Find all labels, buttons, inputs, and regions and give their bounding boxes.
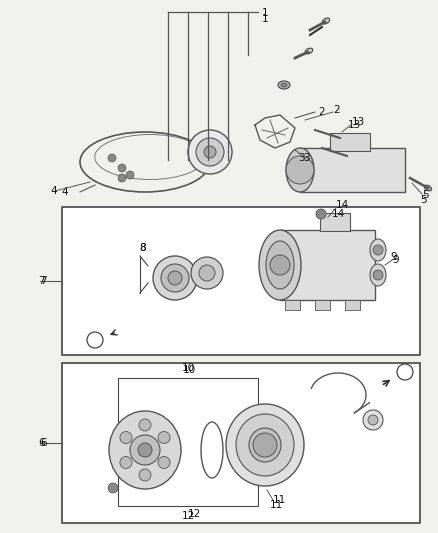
- Ellipse shape: [259, 230, 301, 300]
- Text: 12: 12: [188, 509, 201, 519]
- Circle shape: [126, 171, 134, 179]
- Circle shape: [108, 483, 118, 493]
- Circle shape: [161, 264, 189, 292]
- Ellipse shape: [305, 48, 313, 54]
- Circle shape: [286, 156, 314, 184]
- Ellipse shape: [249, 428, 281, 462]
- Circle shape: [363, 410, 383, 430]
- Bar: [300, 148, 405, 192]
- Circle shape: [108, 154, 116, 162]
- Circle shape: [139, 469, 151, 481]
- Ellipse shape: [424, 185, 432, 191]
- Bar: [315, 300, 330, 310]
- Ellipse shape: [370, 239, 386, 261]
- Text: 11: 11: [273, 495, 286, 505]
- Text: 8: 8: [139, 243, 145, 253]
- Bar: [345, 300, 360, 310]
- Ellipse shape: [236, 414, 294, 476]
- Text: 4: 4: [61, 187, 68, 197]
- Circle shape: [139, 419, 151, 431]
- Ellipse shape: [281, 83, 287, 87]
- Circle shape: [368, 415, 378, 425]
- Ellipse shape: [286, 148, 314, 192]
- Ellipse shape: [278, 81, 290, 89]
- Text: 1: 1: [262, 14, 268, 24]
- Circle shape: [158, 432, 170, 443]
- Text: 1: 1: [262, 8, 268, 18]
- Text: 7: 7: [39, 276, 45, 286]
- Text: 11: 11: [270, 500, 283, 510]
- Text: 10: 10: [183, 365, 196, 375]
- Ellipse shape: [343, 155, 353, 160]
- Circle shape: [118, 174, 126, 182]
- Text: 6: 6: [40, 438, 46, 448]
- Ellipse shape: [370, 264, 386, 286]
- Text: 3: 3: [298, 153, 304, 163]
- Circle shape: [158, 456, 170, 469]
- Text: 4: 4: [50, 186, 57, 196]
- Text: 13: 13: [352, 117, 365, 127]
- Circle shape: [138, 443, 152, 457]
- Text: 12: 12: [181, 511, 194, 521]
- Circle shape: [196, 138, 224, 166]
- Text: 2: 2: [318, 107, 325, 117]
- Bar: [62, 207, 420, 355]
- Text: 5: 5: [420, 195, 427, 205]
- Text: 14: 14: [336, 200, 349, 210]
- Circle shape: [168, 271, 182, 285]
- Bar: [330, 133, 370, 151]
- Text: 14: 14: [332, 209, 345, 219]
- Text: 10: 10: [181, 363, 194, 373]
- Text: 13: 13: [348, 120, 361, 130]
- Text: 9: 9: [392, 255, 399, 265]
- Circle shape: [373, 245, 383, 255]
- Circle shape: [253, 433, 277, 457]
- Bar: [285, 300, 300, 310]
- Circle shape: [130, 435, 160, 465]
- Ellipse shape: [337, 136, 346, 142]
- Text: 8: 8: [140, 243, 146, 253]
- Circle shape: [153, 256, 197, 300]
- Ellipse shape: [266, 241, 294, 289]
- Text: 5: 5: [422, 190, 429, 200]
- Text: 6: 6: [39, 438, 45, 448]
- Ellipse shape: [109, 411, 181, 489]
- Text: 3: 3: [303, 153, 310, 163]
- Bar: [118, 378, 258, 506]
- Bar: [320, 213, 350, 231]
- Circle shape: [120, 432, 132, 443]
- Text: 2: 2: [333, 105, 339, 115]
- Circle shape: [316, 209, 326, 219]
- Circle shape: [118, 164, 126, 172]
- Circle shape: [204, 146, 216, 158]
- Bar: [280, 230, 375, 300]
- Ellipse shape: [226, 404, 304, 486]
- Circle shape: [191, 257, 223, 289]
- Text: 9: 9: [390, 252, 397, 262]
- Circle shape: [120, 456, 132, 469]
- Circle shape: [373, 270, 383, 280]
- Circle shape: [270, 255, 290, 275]
- Circle shape: [188, 130, 232, 174]
- Circle shape: [199, 265, 215, 281]
- Ellipse shape: [322, 18, 330, 24]
- Text: 7: 7: [40, 276, 46, 286]
- Bar: [62, 363, 420, 523]
